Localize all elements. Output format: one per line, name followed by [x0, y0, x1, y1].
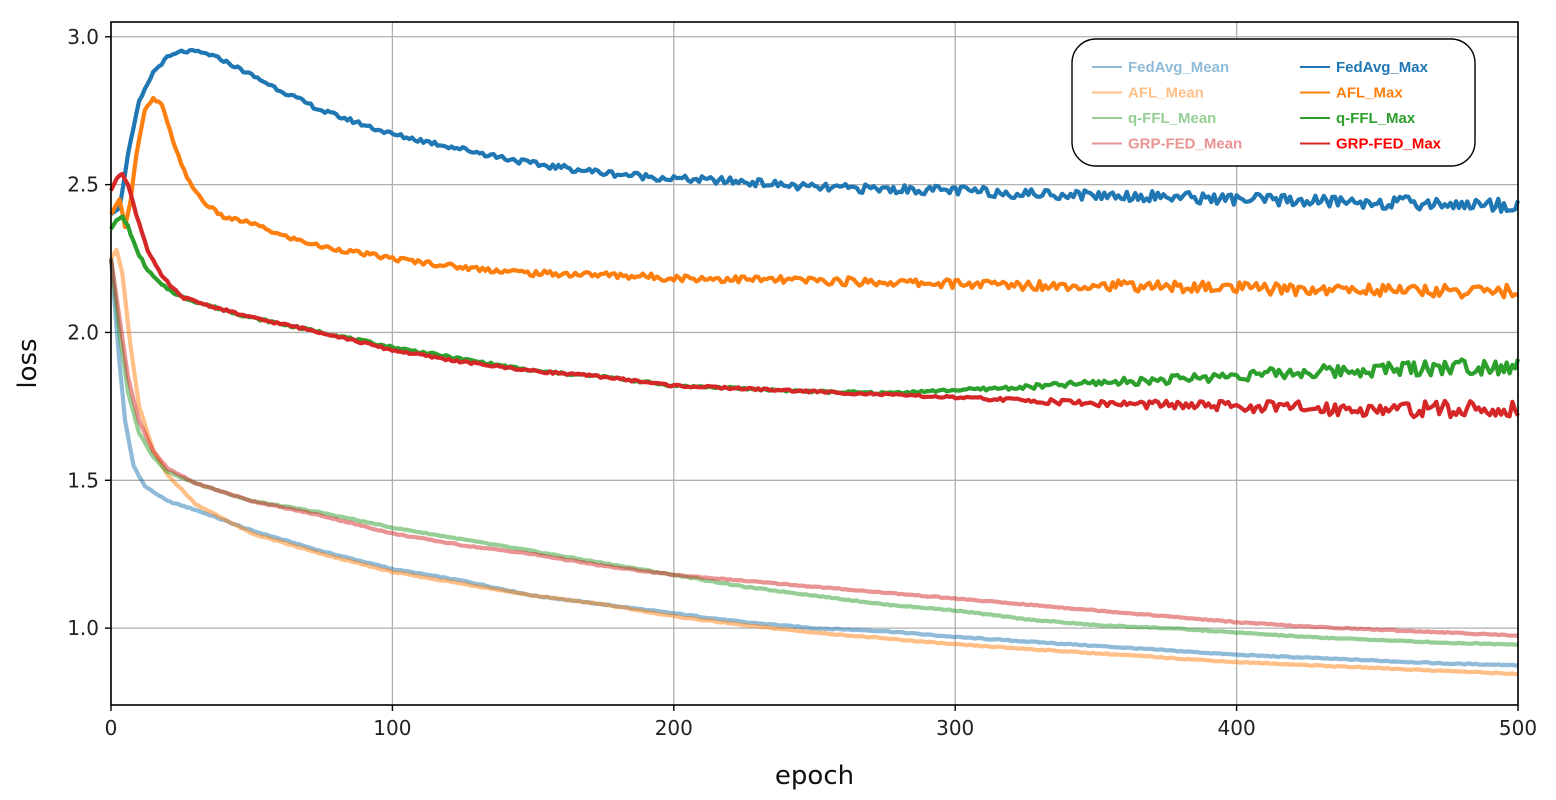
series-line-afl-max	[109, 95, 1519, 300]
legend: FedAvg_Mean AFL_Mean q-FFL_Mean GRP-FED_Mea…	[1071, 38, 1476, 167]
tick-marks	[105, 36, 1519, 711]
x-tick-label: 300	[936, 716, 974, 740]
legend-box	[1071, 38, 1476, 167]
x-tick-label: 0	[105, 716, 118, 740]
legend-entry-label: AFL_Max	[1336, 85, 1403, 102]
y-tick-label: 1.5	[67, 468, 99, 492]
x-tick-label: 400	[1218, 716, 1256, 740]
legend-entry-label: q-FFL_Mean	[1128, 110, 1216, 127]
legend-entry-label: GRP-FED_Mean	[1128, 136, 1242, 153]
series-line-fedavg-mean	[108, 258, 1519, 668]
x-tick-label: 200	[655, 716, 693, 740]
x-tick-label: 100	[373, 716, 411, 740]
legend-entry-label: FedAvg_Mean	[1128, 59, 1229, 76]
y-axis-label: loss	[13, 338, 43, 388]
series-line-grp-fed-max	[109, 171, 1520, 420]
x-tick-label: 500	[1499, 716, 1537, 740]
y-tick-label: 1.0	[67, 616, 99, 640]
series-line-q-ffl-max	[109, 214, 1521, 396]
series-line-grp-fed-mean	[108, 258, 1519, 638]
plot-frame	[110, 21, 1519, 706]
x-axis-label: epoch	[775, 761, 854, 791]
mean-series-group	[108, 247, 1519, 677]
y-tick-label: 2.5	[67, 173, 99, 197]
legend-entry-label: GRP-FED_Max	[1336, 136, 1442, 153]
legend-entry-label: q-FFL_Max	[1336, 110, 1416, 127]
legend-entry-label: AFL_Mean	[1128, 85, 1204, 102]
series-line-afl-mean	[109, 247, 1518, 677]
tick-labels: 0 100 200 300 400 500 1.0 1.5 2.0 2.5 3.0	[67, 25, 1537, 740]
y-tick-label: 2.0	[67, 320, 99, 344]
y-tick-label: 3.0	[67, 25, 99, 49]
series-line-q-ffl-mean	[108, 258, 1519, 647]
series-line-fedavg-max	[109, 48, 1521, 216]
legend-entry-label: FedAvg_Max	[1336, 59, 1429, 76]
max-series-group	[109, 48, 1521, 420]
